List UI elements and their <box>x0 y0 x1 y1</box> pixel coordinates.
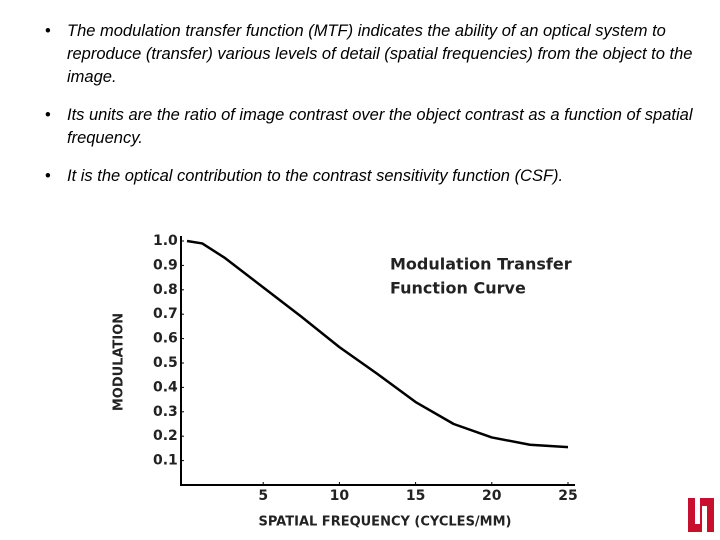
bullet: Its units are the ratio of image contras… <box>45 104 717 150</box>
logo-block <box>688 498 714 532</box>
y-axis-label: MODULATION <box>112 313 127 411</box>
y-tick-label: 0.3 <box>153 404 178 420</box>
x-tick-label: 25 <box>558 488 577 504</box>
logo-cut <box>695 498 700 524</box>
y-tick-label: 0.8 <box>153 282 178 298</box>
x-axis-label: SPATIAL FREQUENCY (CYCLES/MM) <box>258 515 511 530</box>
annotation: Modulation Transfer <box>390 255 572 274</box>
x-tick-label: 15 <box>406 488 425 504</box>
bullet-list: The modulation transfer function (MTF) i… <box>30 20 717 203</box>
line <box>186 239 569 449</box>
x-tick-label: 5 <box>258 488 268 504</box>
y-tick-label: 0.7 <box>153 306 178 322</box>
bullet: The modulation transfer function (MTF) i… <box>45 20 717 89</box>
y-tick-label: 0.4 <box>153 379 178 395</box>
logo-cut <box>702 506 707 532</box>
y-tick-label: 0.2 <box>153 428 178 444</box>
y-tick-label: 0.1 <box>153 453 178 469</box>
x-tick-label: 20 <box>482 488 502 504</box>
x-tick-label: 10 <box>330 488 350 504</box>
logo <box>688 498 714 532</box>
y-tick-label: 0.5 <box>153 355 178 371</box>
y-tick-label: 1.0 <box>153 233 178 249</box>
bullet: It is the optical contribution to the co… <box>45 165 717 188</box>
annotation: Function Curve <box>390 279 526 298</box>
y-tick-label: 0.6 <box>153 331 178 347</box>
y-tick-label: 0.9 <box>153 257 178 273</box>
